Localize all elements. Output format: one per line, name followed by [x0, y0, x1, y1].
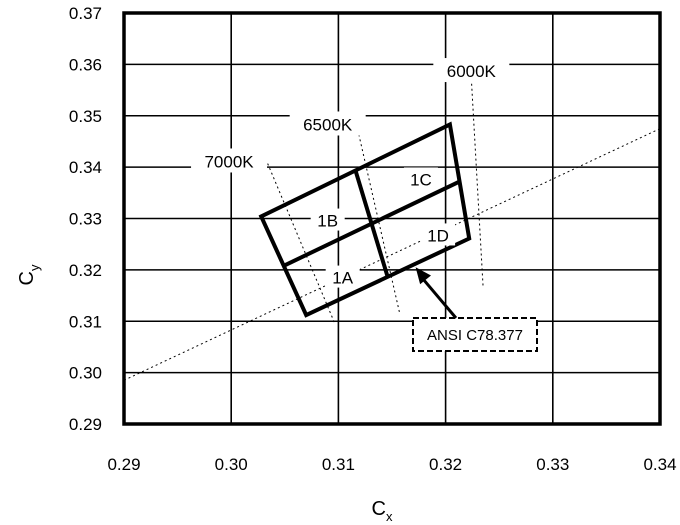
bin-label-bg-1a [325, 265, 360, 288]
cct-label-6500k: 6500K [303, 115, 353, 134]
y-tick-label: 0.36 [69, 55, 102, 74]
y-tick-label: 0.30 [69, 364, 102, 383]
y-axis-title: Cy [16, 264, 42, 285]
callout-arrow-line [420, 276, 458, 319]
y-tick-label: 0.29 [69, 415, 102, 434]
bin-label-bg-1d [421, 223, 456, 246]
y-tick-label: 0.35 [69, 107, 102, 126]
x-tick-label: 0.29 [107, 455, 140, 474]
bin-label-1a: 1A [332, 269, 353, 288]
y-tick-label: 0.33 [69, 210, 102, 229]
bin-label-bg-1b [310, 208, 345, 231]
x-tick-label: 0.32 [429, 455, 462, 474]
bin-label-1d: 1D [427, 226, 449, 245]
callout-box [412, 317, 538, 352]
cct-line-7000k [267, 163, 336, 325]
quadrangle-divider-line [353, 170, 390, 278]
cct-label-bg-6500k [289, 111, 366, 136]
bin-label-bg-1c [403, 167, 438, 190]
cct-label-6000k: 6000K [447, 62, 497, 81]
ansi-quadrangle [258, 121, 472, 318]
y-tick-label: 0.34 [69, 158, 102, 177]
callout-label: ANSI C78.377 [427, 327, 523, 344]
x-tick-label: 0.33 [536, 455, 569, 474]
bin-label-1c: 1C [410, 170, 432, 189]
cct-label-bg-7000k [191, 148, 268, 173]
x-tick-label: 0.30 [215, 455, 248, 474]
bin-label-1b: 1B [317, 212, 338, 231]
plot-frame [122, 11, 662, 426]
cct-label-7000k: 7000K [204, 152, 254, 171]
planckian-locus-line [123, 128, 661, 381]
x-axis-title: Cx [372, 498, 393, 524]
y-tick-label: 0.31 [69, 312, 102, 331]
y-tick-label: 0.32 [69, 261, 102, 280]
x-tick-label: 0.34 [643, 455, 676, 474]
y-tick-label: 0.37 [69, 4, 102, 23]
x-tick-label: 0.31 [322, 455, 355, 474]
callout-arrowhead [415, 267, 431, 285]
cct-line-6000k [470, 78, 484, 288]
cct-line-6500k [357, 129, 400, 313]
cct-label-bg-6000k [433, 58, 510, 83]
